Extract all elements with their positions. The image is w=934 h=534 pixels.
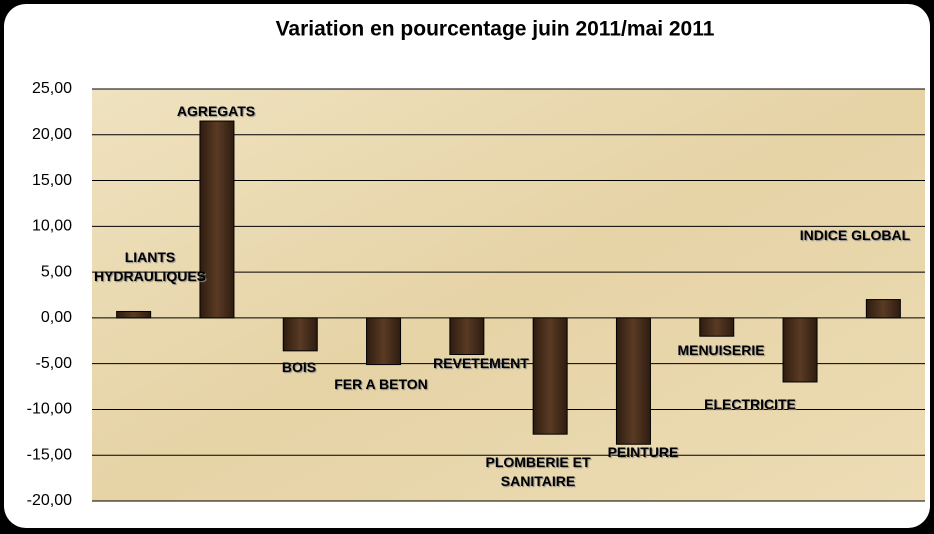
category-label: BOIS: [281, 359, 317, 375]
y-tick-label: -10,00: [27, 401, 72, 418]
y-tick-label: 25,00: [32, 80, 72, 97]
bar: [782, 317, 818, 383]
category-label: PLOMBERIE ET SANITAIRE: [485, 454, 591, 489]
y-tick-label: -15,00: [27, 446, 72, 463]
category-label: AGREGATS: [176, 103, 256, 119]
category-label: FER A BETON: [334, 376, 428, 392]
y-tick-label: 15,00: [32, 172, 72, 189]
chart-title: Variation en pourcentage juin 2011/mai 2…: [276, 18, 715, 41]
bar: [199, 120, 235, 319]
bar: [699, 317, 735, 337]
bar: [116, 310, 152, 319]
category-label: REVETEMENT: [433, 355, 529, 371]
y-tick-label: 10,00: [32, 218, 72, 235]
y-tick-label: 20,00: [32, 126, 72, 143]
y-tick-label: -20,00: [27, 492, 72, 509]
bar: [532, 317, 568, 435]
category-label: LIANTS HYDRAULIQUES: [93, 249, 206, 284]
bar: [615, 317, 651, 445]
category-label: PEINTURE: [607, 444, 679, 460]
category-label: ELECTRICITE: [704, 396, 796, 412]
y-tick-label: 5,00: [41, 263, 72, 280]
y-tick-label: 0,00: [41, 309, 72, 326]
bar: [865, 299, 901, 319]
y-tick-label: -5,00: [36, 355, 73, 372]
bar: [366, 317, 402, 366]
category-label: INDICE GLOBAL: [799, 227, 911, 243]
category-label: MENUISERIE: [677, 342, 765, 358]
bar: [282, 317, 318, 352]
bar: [449, 317, 485, 356]
